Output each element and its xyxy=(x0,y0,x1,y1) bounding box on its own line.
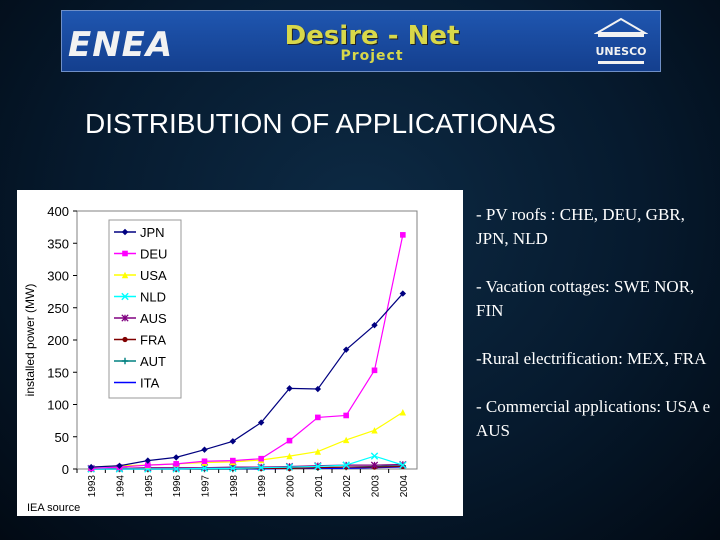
legend-label: FRA xyxy=(140,333,166,348)
x-tick-label: 2003 xyxy=(371,475,382,498)
point-marker xyxy=(172,454,180,461)
project-title: Desire - Net xyxy=(284,21,460,51)
y-axis-label: installed power (MW) xyxy=(23,284,37,397)
point-marker xyxy=(144,457,152,464)
bullet-item: - Commercial applications: USA e AUS xyxy=(476,397,711,440)
header-banner: ENEA Desire - Net Project UNESCO xyxy=(61,10,661,72)
legend-label: JPN xyxy=(140,225,165,240)
legend-label: USA xyxy=(140,268,167,283)
unesco-logo-text: UNESCO xyxy=(596,45,647,58)
series-line-aus xyxy=(91,463,403,469)
y-tick-label: 0 xyxy=(62,462,69,477)
point-marker xyxy=(286,385,293,392)
point-marker xyxy=(371,427,378,434)
point-marker xyxy=(145,462,151,468)
x-tick-label: 2002 xyxy=(342,475,353,498)
legend-box xyxy=(108,219,182,399)
legend-label: NLD xyxy=(140,290,166,305)
point-marker xyxy=(121,271,129,279)
x-tick-label: 1996 xyxy=(172,475,183,498)
y-tick-label: 100 xyxy=(47,398,69,413)
x-tick-label: 1997 xyxy=(201,475,212,498)
point-marker xyxy=(230,457,236,464)
x-tick-label: 2001 xyxy=(314,475,325,498)
point-marker xyxy=(315,414,321,421)
legend-label: ITA xyxy=(140,376,160,391)
point-marker xyxy=(314,385,322,393)
legend-label: AUS xyxy=(140,311,167,326)
point-marker xyxy=(286,452,293,460)
point-marker xyxy=(286,437,293,444)
enea-logo: ENEA xyxy=(68,25,174,65)
point-marker xyxy=(173,461,179,467)
slide-title: DISTRIBUTION OF APPLICATIONAS xyxy=(85,108,556,139)
point-marker xyxy=(370,461,379,469)
point-marker xyxy=(257,419,265,426)
point-marker xyxy=(201,458,208,465)
point-marker xyxy=(314,462,322,471)
point-marker xyxy=(116,462,123,469)
chart-panel: 0 50 100 150 200 250 300 350 400 installed power … xyxy=(17,190,463,516)
x-tick-label: 2000 xyxy=(286,475,297,498)
point-marker xyxy=(400,232,406,238)
bullet-item: - PV roofs : CHE, DEU, GBR, JPN, NLD xyxy=(476,205,685,248)
point-marker xyxy=(342,346,350,353)
y-tick-label: 250 xyxy=(47,301,69,316)
x-tick-label: 2004 xyxy=(399,475,410,498)
point-marker xyxy=(229,438,237,445)
point-marker xyxy=(370,452,379,460)
y-tick-label: 150 xyxy=(47,365,69,380)
bullet-item: -Rural electrification: MEX, FRA xyxy=(476,349,707,368)
series-line-jpn xyxy=(91,293,404,468)
point-marker xyxy=(399,409,407,416)
unesco-logo-icon: UNESCO xyxy=(594,17,648,64)
point-marker xyxy=(258,455,264,462)
x-tick-label: 1995 xyxy=(144,475,155,498)
point-marker xyxy=(122,250,128,257)
point-marker xyxy=(257,464,265,472)
y-tick-label: 200 xyxy=(47,333,69,348)
series-line-nld xyxy=(91,455,404,470)
point-marker xyxy=(121,314,129,322)
source-note: IEA source xyxy=(27,502,80,514)
y-tick-label: 350 xyxy=(47,236,69,251)
y-tick-label: 50 xyxy=(55,430,69,445)
point-marker xyxy=(201,446,208,453)
point-marker xyxy=(399,461,407,469)
x-tick-label: 1993 xyxy=(87,475,98,498)
point-marker xyxy=(342,436,350,444)
point-marker xyxy=(285,463,294,471)
point-marker xyxy=(342,461,350,469)
line-chart: 0 50 100 150 200 250 300 350 400 installed power … xyxy=(23,204,418,514)
point-marker xyxy=(343,412,349,419)
point-marker xyxy=(229,464,237,473)
point-marker xyxy=(200,464,209,473)
x-tick-label: 1998 xyxy=(229,475,240,498)
x-tick-label: 1999 xyxy=(257,475,268,498)
legend-label: DEU xyxy=(140,247,167,262)
bullet-list: - PV roofs : CHE, DEU, GBR, JPN, NLD - V… xyxy=(476,203,712,467)
project-subtitle: Project xyxy=(340,48,404,64)
y-tick-label: 400 xyxy=(47,204,69,219)
point-marker xyxy=(371,321,378,329)
y-tick-label: 300 xyxy=(47,269,69,284)
x-tick-label: 1994 xyxy=(116,475,127,498)
point-marker xyxy=(371,367,378,374)
point-marker xyxy=(87,463,95,471)
series-line-deu xyxy=(91,234,404,469)
point-marker xyxy=(399,290,407,297)
point-marker xyxy=(314,448,322,455)
point-marker xyxy=(121,357,129,365)
point-marker xyxy=(122,336,128,343)
bullet-item: - Vacation cottages: SWE NOR, FIN xyxy=(476,277,695,320)
legend-label: AUT xyxy=(140,354,166,369)
point-marker xyxy=(121,292,129,301)
